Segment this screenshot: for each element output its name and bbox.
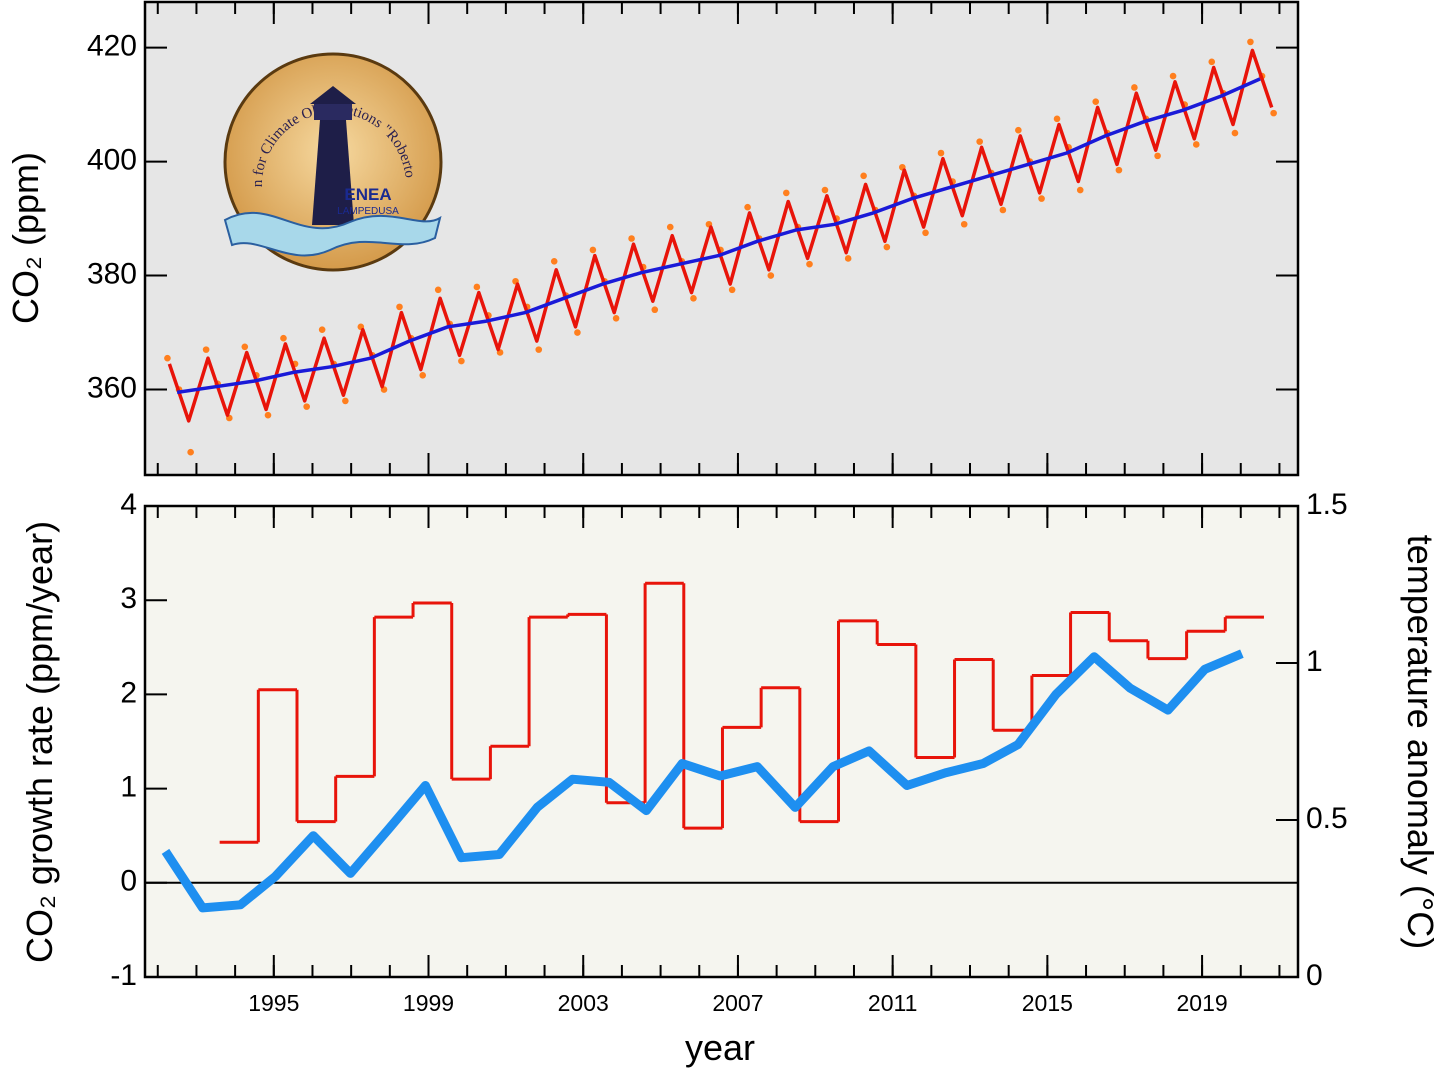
co2-point	[1231, 129, 1239, 137]
co2-point	[844, 255, 852, 262]
lighthouse-roof	[310, 86, 356, 104]
co2-point	[280, 334, 287, 342]
co2-point	[1053, 115, 1061, 123]
co2-point	[318, 326, 326, 333]
y-tick-label: 1	[120, 771, 137, 804]
y-axis-label: CO₂ (ppm)	[5, 152, 46, 324]
x-tick-label: 2007	[712, 990, 763, 1016]
co2-point	[999, 206, 1007, 214]
co2-point	[535, 346, 543, 353]
y-tick-label: -1	[110, 959, 137, 992]
co2-point	[1131, 84, 1138, 91]
co2-point	[202, 346, 210, 353]
co2-point	[960, 220, 968, 228]
co2-point	[574, 329, 581, 336]
co2-point	[922, 229, 929, 237]
co2-point	[550, 257, 558, 265]
co2-point	[434, 286, 442, 294]
x-tick-label: 2019	[1176, 990, 1227, 1016]
x-tick-label: 2003	[558, 990, 609, 1016]
co2-point	[589, 246, 597, 254]
co2-point	[976, 138, 983, 145]
co2-point	[164, 354, 171, 362]
co2-point	[396, 303, 403, 311]
y-tick-label: 0	[120, 865, 137, 898]
co2-point	[883, 243, 891, 251]
co2-point	[666, 223, 674, 231]
y-tick-label: 4	[120, 488, 137, 521]
y-tick-label: 3	[120, 582, 137, 615]
y2-tick-label: 1.5	[1306, 488, 1348, 521]
co2-point	[1247, 38, 1254, 46]
co2-point	[628, 235, 635, 242]
logo-place: LAMPEDUSA	[337, 206, 399, 217]
co2-point	[1169, 72, 1177, 80]
x-tick-label: 2011	[868, 990, 917, 1016]
co2-point	[1038, 195, 1045, 202]
x-tick-label: 2015	[1022, 990, 1073, 1016]
logo-waves	[223, 211, 442, 257]
y2-tick-label: 0	[1306, 959, 1323, 992]
co2-point	[458, 357, 465, 365]
co2-point	[1092, 98, 1100, 106]
y-tick-label: 360	[87, 371, 137, 404]
co2-point	[419, 371, 427, 379]
y2-tick-label: 1	[1306, 645, 1323, 678]
co2-point	[937, 149, 945, 157]
co2-point	[651, 306, 659, 314]
plot-frame	[143, 504, 1300, 979]
co2-point	[728, 286, 736, 294]
co2-point	[1015, 126, 1022, 134]
y2-axis-label: temperature anomaly (°C)	[1400, 535, 1441, 950]
x-axis-label: year	[685, 1027, 755, 1068]
series-line	[176, 77, 1261, 395]
y-tick-label: 420	[87, 30, 137, 63]
logo-brand: ENEA	[344, 185, 391, 204]
co2-point	[612, 314, 620, 322]
co2-point	[1076, 186, 1084, 194]
co2-point	[1270, 109, 1277, 117]
co2-point	[187, 448, 194, 456]
co2-point	[782, 189, 790, 197]
plot-frame	[143, 0, 1300, 477]
co2-point	[860, 172, 867, 180]
co2-point	[241, 343, 249, 351]
lighthouse	[312, 120, 354, 225]
co2-point	[1154, 152, 1161, 160]
co2-point	[1115, 166, 1123, 174]
co2-point	[264, 411, 272, 419]
co2-point	[473, 283, 481, 291]
series-line	[161, 649, 1244, 913]
y-tick-label: 2	[120, 676, 137, 709]
co2-point	[821, 186, 829, 194]
co2-point	[767, 272, 775, 279]
y-axis-label: CO₂ growth rate (ppm/year)	[19, 521, 60, 963]
x-tick-label: 1999	[403, 990, 454, 1016]
y-tick-label: 400	[87, 143, 137, 176]
lighthouse-lamp	[314, 104, 352, 120]
y2-tick-label: 0.5	[1306, 802, 1348, 835]
co2-point	[690, 295, 697, 302]
x-tick-label: 1995	[248, 990, 299, 1016]
co2-point	[1208, 58, 1216, 66]
co2-point	[1192, 141, 1200, 148]
co2-point	[303, 403, 310, 410]
co2-point	[744, 203, 751, 211]
co2-point	[806, 260, 813, 268]
marks	[145, 38, 1298, 913]
y-tick-label: 380	[87, 257, 137, 290]
co2-point	[342, 397, 349, 405]
